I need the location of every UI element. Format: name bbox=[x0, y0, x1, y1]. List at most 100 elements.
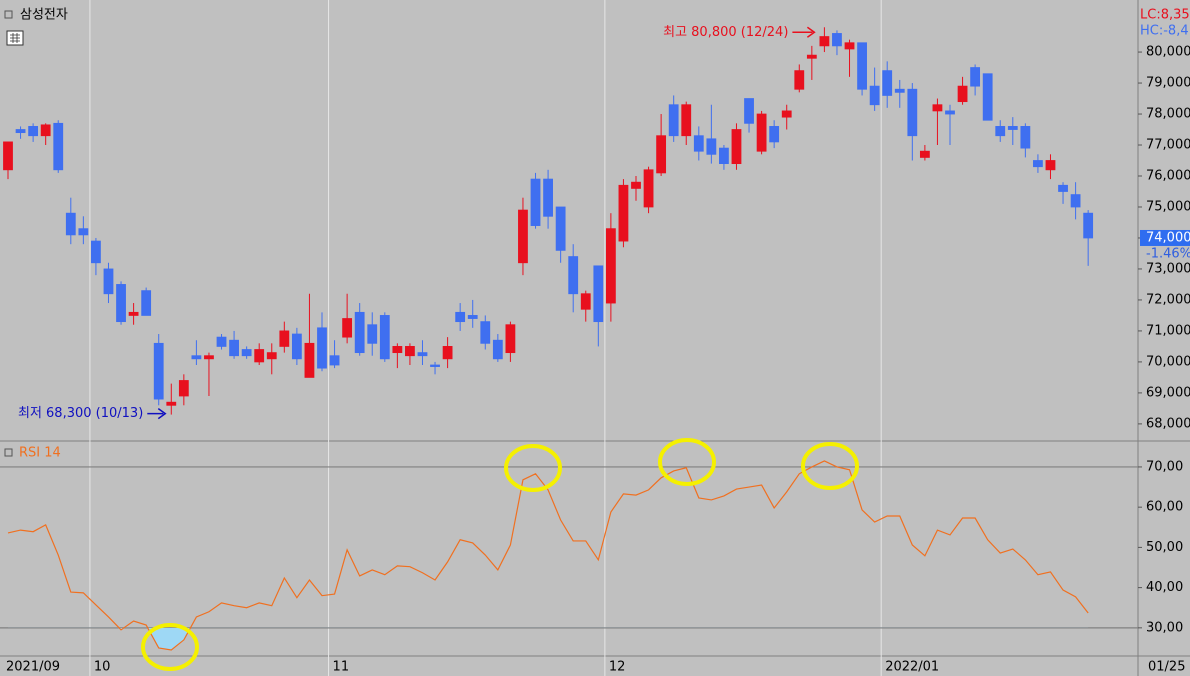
candle-body bbox=[1007, 126, 1018, 130]
candle-body bbox=[957, 85, 968, 103]
candle-body bbox=[279, 330, 290, 347]
candle-body bbox=[216, 336, 227, 347]
candle-body bbox=[543, 178, 553, 217]
candle-body bbox=[492, 339, 503, 360]
highlight-circle bbox=[141, 623, 199, 671]
candle-body bbox=[317, 327, 327, 369]
candle-body bbox=[455, 311, 466, 323]
candle-body bbox=[191, 355, 202, 360]
highlight-circle bbox=[801, 442, 859, 490]
y-tick-label: 76,000 bbox=[1146, 169, 1190, 184]
y-tick-label: 78,000 bbox=[1146, 107, 1190, 122]
candle-body bbox=[555, 206, 566, 251]
candle-body bbox=[756, 113, 767, 152]
candle-body bbox=[832, 33, 842, 47]
candle-body bbox=[857, 42, 867, 90]
candle-body bbox=[995, 126, 1006, 137]
candle-body bbox=[605, 228, 616, 304]
candle-body bbox=[781, 110, 792, 118]
candle-body bbox=[618, 184, 629, 242]
candle-body bbox=[153, 342, 164, 400]
current-date-label: 01/25 bbox=[1148, 660, 1185, 675]
candle-body bbox=[128, 311, 139, 316]
candle-body bbox=[982, 73, 993, 121]
candle-body bbox=[116, 284, 126, 323]
x-tick-label: 2021/09 bbox=[6, 660, 60, 675]
candle-body bbox=[731, 129, 742, 165]
y-tick-label: 70,00 bbox=[1146, 459, 1183, 474]
candle-body bbox=[480, 321, 491, 344]
candle-body bbox=[819, 36, 830, 47]
y-tick-label: 71,000 bbox=[1146, 323, 1190, 338]
candle-body bbox=[530, 178, 541, 226]
candle-body bbox=[254, 349, 265, 363]
candle-body bbox=[103, 268, 114, 295]
y-tick-label: 69,000 bbox=[1146, 385, 1190, 400]
y-tick-label: 75,000 bbox=[1146, 199, 1190, 214]
candle-body bbox=[266, 352, 277, 360]
y-tick-label: 70,000 bbox=[1146, 354, 1190, 369]
candle-body bbox=[204, 355, 214, 360]
candle-body bbox=[166, 401, 177, 406]
chart-title: 삼성전자 bbox=[20, 8, 68, 23]
candle-body bbox=[919, 150, 930, 158]
candle-body bbox=[970, 67, 981, 87]
candle-body bbox=[706, 138, 717, 155]
candle-body bbox=[78, 228, 89, 236]
candle-body bbox=[65, 212, 76, 236]
candle-body bbox=[719, 147, 729, 165]
candle-body bbox=[329, 355, 340, 366]
grid-icon bbox=[6, 30, 24, 46]
high-annotation: 최고 80,800 (12/24) bbox=[663, 25, 788, 40]
candle-body bbox=[141, 290, 152, 316]
candle-body bbox=[631, 181, 641, 189]
y-tick-label: 68,000 bbox=[1146, 416, 1190, 431]
y-tick-label: 77,000 bbox=[1146, 138, 1190, 153]
rsi-title: RSI 14 bbox=[19, 446, 61, 461]
candle-body bbox=[744, 98, 754, 124]
highlight-circle bbox=[504, 444, 562, 492]
candle-body bbox=[1058, 184, 1068, 192]
x-tick-label: 12 bbox=[609, 660, 626, 675]
candle-body bbox=[430, 364, 440, 367]
candle-body bbox=[693, 135, 704, 152]
low-annotation: 최저 68,300 (10/13) bbox=[18, 406, 143, 421]
candle-body bbox=[15, 129, 26, 134]
candle-body bbox=[40, 124, 51, 137]
candle-body bbox=[91, 240, 101, 264]
y-tick-label: 60,00 bbox=[1146, 500, 1183, 515]
candle-body bbox=[794, 70, 805, 90]
y-tick-label: 80,000 bbox=[1146, 45, 1190, 60]
candle-body bbox=[1083, 212, 1094, 239]
candle-body bbox=[907, 88, 918, 137]
candle-body bbox=[668, 104, 679, 137]
last-price-box bbox=[1140, 229, 1190, 246]
low-arrow bbox=[147, 407, 167, 420]
candle-body bbox=[656, 135, 667, 174]
candle-body bbox=[467, 315, 478, 319]
candle-body bbox=[442, 346, 453, 360]
candle-body bbox=[3, 141, 13, 171]
candle-body bbox=[869, 85, 880, 106]
candle-body bbox=[342, 318, 353, 338]
highlight-circle bbox=[658, 438, 716, 486]
candle-body bbox=[505, 324, 516, 354]
x-tick-label: 11 bbox=[333, 660, 350, 675]
candle-body bbox=[354, 311, 365, 354]
candle-body bbox=[945, 110, 955, 115]
candle-body bbox=[229, 339, 239, 357]
candle-body bbox=[769, 126, 780, 143]
x-tick-label: 2022/01 bbox=[885, 660, 939, 675]
candle-body bbox=[1033, 160, 1043, 168]
lc-label: LC:8,35 bbox=[1140, 8, 1190, 23]
x-tick-label: 10 bbox=[94, 660, 111, 675]
candle-body bbox=[304, 342, 315, 378]
candle-body bbox=[1045, 160, 1056, 171]
hc-label: HC:-8,4 bbox=[1140, 24, 1189, 39]
candle-body bbox=[367, 324, 378, 344]
y-tick-label: 30,00 bbox=[1146, 620, 1183, 635]
y-tick-label: 72,000 bbox=[1146, 292, 1190, 307]
y-tick-label: 40,00 bbox=[1146, 580, 1183, 595]
candle-body bbox=[593, 265, 604, 323]
